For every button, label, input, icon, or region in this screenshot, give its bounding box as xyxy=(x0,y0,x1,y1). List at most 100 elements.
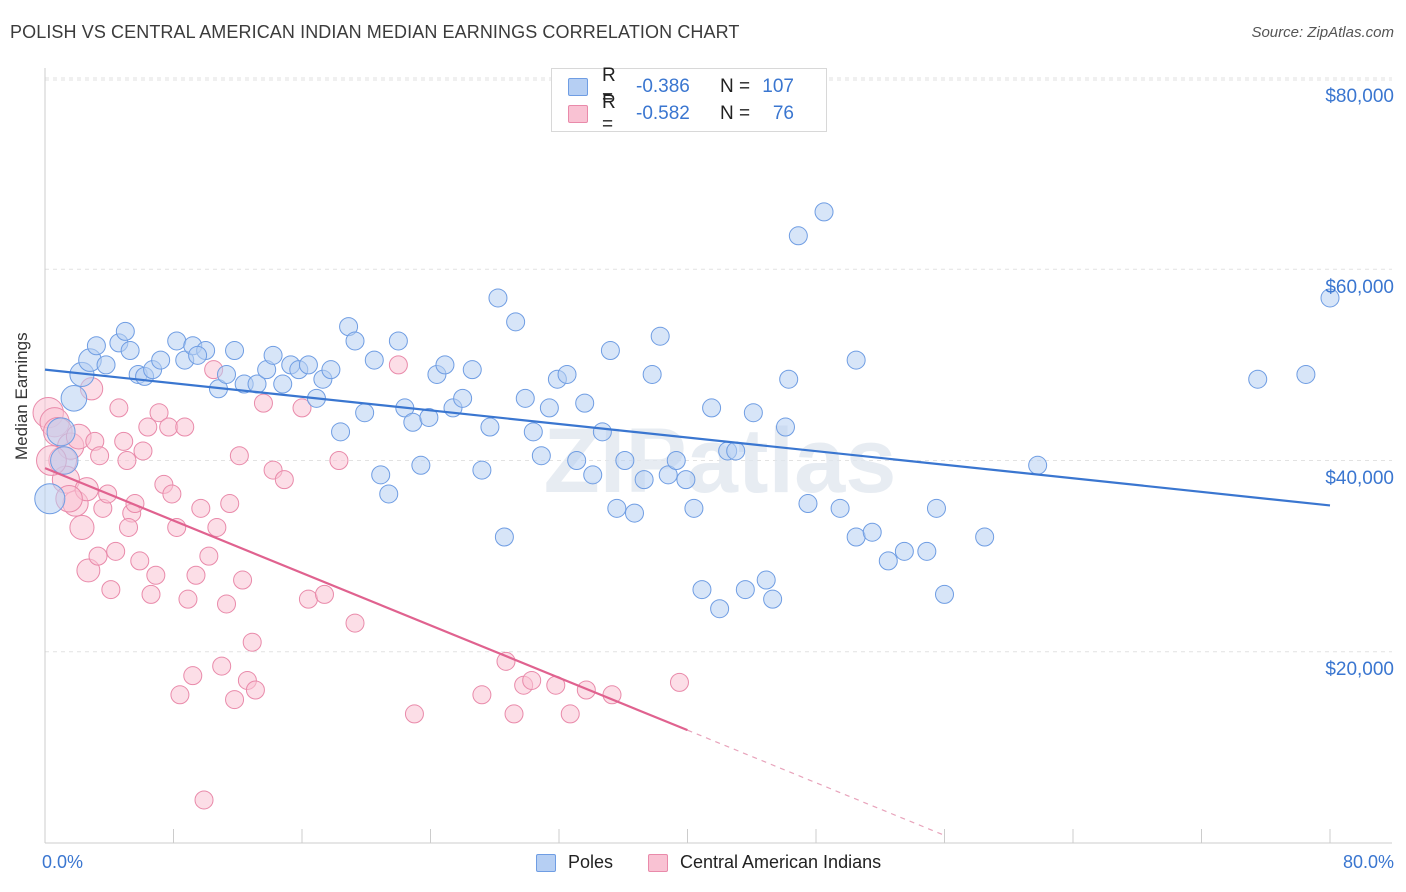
pink-n-value: 76 xyxy=(772,103,794,124)
pink-point-39 xyxy=(199,546,219,566)
blue-point-9 xyxy=(120,341,140,361)
pink-point-44 xyxy=(220,494,240,514)
blue-point-69 xyxy=(624,503,644,523)
blue-point-79 xyxy=(710,599,730,619)
blue-n-value: 107 xyxy=(762,76,794,97)
pink-point-51 xyxy=(253,393,273,413)
pink-point-61 xyxy=(472,685,492,705)
blue-point-98 xyxy=(926,498,946,518)
blue-point-10 xyxy=(115,321,135,341)
blue-point-94 xyxy=(862,522,882,542)
blue-point-22 xyxy=(225,341,245,361)
pink-point-18 xyxy=(114,431,134,451)
blue-point-74 xyxy=(666,451,686,470)
blue-point-7 xyxy=(96,355,116,375)
pink-point-17 xyxy=(109,398,129,418)
blue-point-39 xyxy=(371,465,391,485)
n-label: N = xyxy=(720,103,751,124)
correlation-stats-box: R = -0.386 N = 107 R = -0.582 N = 76 xyxy=(551,65,827,135)
blue-point-83 xyxy=(743,403,763,423)
blue-point-72 xyxy=(650,326,670,346)
blue-point-50 xyxy=(462,360,482,380)
blue-point-45 xyxy=(419,407,439,427)
blue-point-57 xyxy=(523,422,543,442)
blue-point-27 xyxy=(273,374,293,394)
pink-point-23 xyxy=(133,441,153,461)
pink-point-50 xyxy=(245,680,265,700)
source-label: Source: ZipAtlas.com xyxy=(1251,24,1394,41)
pink-point-32 xyxy=(170,685,190,705)
pink-point-67 xyxy=(560,704,580,724)
blue-point-1 xyxy=(46,417,76,447)
pink-point-56 xyxy=(314,584,334,604)
blue-point-78 xyxy=(702,398,722,418)
pink-point-35 xyxy=(183,666,203,686)
blue-point-92 xyxy=(846,350,866,370)
blue-point-56 xyxy=(515,388,535,408)
legend-item-central-american-indians[interactable]: Central American Indians xyxy=(648,852,881,873)
pink-point-38 xyxy=(194,790,214,810)
blue-point-2 xyxy=(50,446,79,475)
legend-label-poles: Poles xyxy=(568,852,614,872)
legend-swatch-blue xyxy=(536,853,556,872)
blue-point-81 xyxy=(726,441,746,461)
legend-label-central-american-indians: Central American Indians xyxy=(680,852,882,872)
stats-row-blue: R = -0.386 N = 107 xyxy=(568,65,794,108)
blue-point-55 xyxy=(506,312,526,332)
pink-point-54 xyxy=(292,398,312,418)
pink-point-27 xyxy=(149,403,169,423)
blue-point-54 xyxy=(494,527,514,547)
x-tick-label-min: 0.0% xyxy=(42,852,84,872)
blue-point-63 xyxy=(575,393,595,413)
r-label: R = xyxy=(602,65,616,108)
pink-point-8 xyxy=(69,514,95,540)
blue-point-14 xyxy=(151,350,171,370)
blue-point-26 xyxy=(263,345,283,365)
legend-item-poles[interactable]: Poles xyxy=(536,852,613,873)
y-tick-label-20000: $20,000 xyxy=(1325,659,1394,680)
blue-point-15 xyxy=(167,331,187,351)
blue-point-59 xyxy=(539,398,559,418)
pink-point-46 xyxy=(229,446,249,466)
blue-swatch xyxy=(568,78,588,96)
blue-point-49 xyxy=(453,388,473,408)
y-tick-label-60000: $60,000 xyxy=(1325,277,1394,298)
blue-point-96 xyxy=(894,541,914,561)
x-tick-label-max: 80.0% xyxy=(1342,852,1394,872)
pink-point-58 xyxy=(345,613,365,633)
blue-point-43 xyxy=(403,412,423,432)
blue-point-73 xyxy=(658,465,678,485)
pink-point-30 xyxy=(162,484,182,504)
y-tick-label-80000: $80,000 xyxy=(1325,86,1394,107)
legend-swatch-pink xyxy=(648,853,668,872)
pink-point-33 xyxy=(175,417,195,437)
blue-point-38 xyxy=(364,350,384,370)
blue-point-85 xyxy=(763,589,783,609)
blue-point-70 xyxy=(634,470,654,490)
pink-point-24 xyxy=(138,417,158,437)
pink-point-19 xyxy=(117,451,137,470)
pink-series-points xyxy=(32,355,689,810)
pink-point-29 xyxy=(159,417,179,437)
blue-point-53 xyxy=(488,288,508,308)
pink-point-45 xyxy=(225,690,245,710)
pink-point-12 xyxy=(90,446,110,466)
blue-point-75 xyxy=(676,470,696,490)
pink-r-value: -0.582 xyxy=(636,103,690,124)
blue-point-100 xyxy=(975,527,995,547)
pink-swatch xyxy=(568,105,588,123)
pink-point-47 xyxy=(233,570,253,590)
n-label: N = xyxy=(720,76,751,97)
pink-trend-line xyxy=(44,467,688,732)
blue-point-95 xyxy=(878,551,898,571)
chart-legend: Poles Central American Indians xyxy=(0,852,1406,876)
blue-point-40 xyxy=(379,484,399,504)
blue-point-47 xyxy=(435,355,455,375)
blue-point-33 xyxy=(321,360,341,380)
pink-point-42 xyxy=(212,656,232,676)
blue-point-84 xyxy=(756,570,776,590)
stats-row-pink: R = -0.582 N = 76 xyxy=(568,92,794,135)
blue-point-62 xyxy=(567,451,587,470)
blue-point-44 xyxy=(411,455,431,475)
blue-point-88 xyxy=(788,226,808,246)
